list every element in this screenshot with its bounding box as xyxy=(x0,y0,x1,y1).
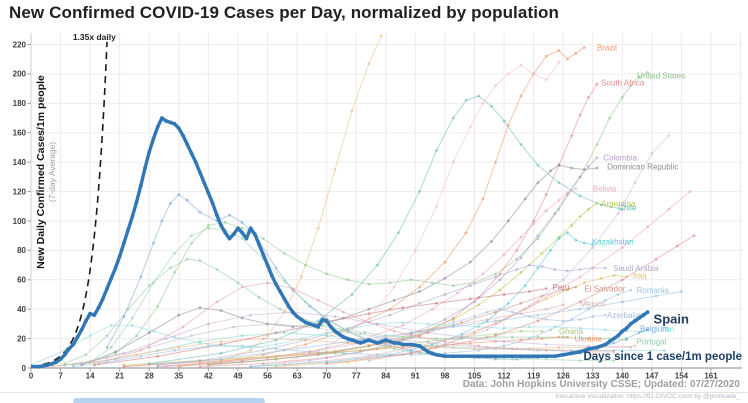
country-label-bolivia: Bolivia xyxy=(593,185,617,194)
x-tick-label: 63 xyxy=(293,372,302,381)
x-tick-label: 7 xyxy=(58,372,63,381)
x-tick-label: 77 xyxy=(352,372,361,381)
country-label-south-africa: South Africa xyxy=(601,79,645,88)
y-axis-title: New Daily Confirmed Cases/1m people xyxy=(35,75,47,269)
x-tick-label: 70 xyxy=(322,372,331,381)
y-tick-label: 80 xyxy=(17,246,26,255)
country-label-dominican-republic: Dominican Republic xyxy=(607,163,678,172)
country-label-el-salvador: El Salvador xyxy=(584,285,625,294)
visualization-credit-text: Interactive Visualization: https://91-DI… xyxy=(555,393,740,400)
series-unlabeled-12 xyxy=(156,290,683,367)
country-label-ghana: Ghana xyxy=(559,327,584,336)
x-tick-label: 0 xyxy=(29,372,34,381)
country-label-brazil: Brazil xyxy=(597,43,617,52)
country-label-iran: Iran xyxy=(660,325,674,334)
series-iran xyxy=(31,321,645,367)
country-label-mexico: Mexico xyxy=(580,299,606,308)
series-chile xyxy=(147,94,624,365)
y-tick-label: 120 xyxy=(13,187,27,196)
footer-divider xyxy=(0,392,748,393)
x-tick-label: 98 xyxy=(440,372,449,381)
axis-ticks: 0 7 14 21 28 35 42 49 56 63 70 77 84 91 98 105 112 119 126… xyxy=(13,40,719,380)
country-label-peru: Peru xyxy=(553,283,570,292)
country-label-chile: Chile xyxy=(618,204,637,213)
y-tick-label: 140 xyxy=(13,158,27,167)
country-label-azerbaijan: Azerbaijan xyxy=(607,311,645,320)
x-tick-label: 119 xyxy=(527,372,540,381)
y-tick-label: 40 xyxy=(17,305,26,314)
series-unlabeled-8 xyxy=(50,337,637,368)
country-label-belgium: Belgium xyxy=(640,324,669,333)
series-dominican-republic xyxy=(80,163,599,367)
y-tick-label: 180 xyxy=(13,99,27,108)
country-label-colombia: Colombia xyxy=(603,154,637,163)
country-label-spain: Spain xyxy=(654,311,689,326)
x-tick-label: 28 xyxy=(145,372,154,381)
country-label-argentina: Argentina xyxy=(601,199,636,208)
x-tick-label: 161 xyxy=(704,372,718,381)
x-tick-label: 56 xyxy=(263,372,272,381)
country-label-kazakhstan: Kazakhstan xyxy=(592,238,634,247)
x-tick-label: 126 xyxy=(556,372,570,381)
y-tick-label: 60 xyxy=(17,276,26,285)
series-unlabeled-1 xyxy=(177,34,383,368)
series-united-states xyxy=(31,71,650,368)
y-tick-label: 160 xyxy=(13,129,27,138)
country-label-iraq: Iraq xyxy=(633,271,647,280)
series-unlabeled-4 xyxy=(283,190,692,367)
x-axis-title: Days since 1 case/1m people xyxy=(583,351,742,363)
highlight-series-spain xyxy=(31,116,650,369)
y-tick-label: 200 xyxy=(13,70,27,79)
x-tick-label: 133 xyxy=(586,372,600,381)
series-kazakhstan xyxy=(249,231,595,368)
country-label-ukraine: Ukraine xyxy=(575,335,603,344)
y-tick-label: 0 xyxy=(22,364,27,373)
x-tick-label: 154 xyxy=(675,372,689,381)
y-tick-label: 100 xyxy=(13,217,27,226)
page-title: New Confirmed COVID-19 Cases per Day, no… xyxy=(9,3,559,22)
background-series xyxy=(31,34,696,368)
reference-line-label: 1.35x daily xyxy=(73,32,116,42)
x-tick-label: 84 xyxy=(381,372,390,381)
series-brazil xyxy=(177,46,586,368)
x-tick-label: 42 xyxy=(204,372,213,381)
x-tick-label: 91 xyxy=(411,372,420,381)
x-tick-label: 147 xyxy=(645,372,659,381)
x-tick-label: 140 xyxy=(616,372,630,381)
series-unlabeled-2 xyxy=(283,60,561,364)
y-axis-subtitle: (7-day Average) xyxy=(47,142,57,202)
x-tick-label: 112 xyxy=(498,372,511,381)
horizontal-scrollbar[interactable] xyxy=(73,398,265,403)
x-tick-label: 105 xyxy=(468,372,482,381)
x-tick-label: 35 xyxy=(174,372,183,381)
data-source-text: Data: John Hopkins University CSSE; Upda… xyxy=(462,379,740,390)
y-tick-label: 20 xyxy=(17,334,26,343)
country-label-romania: Romania xyxy=(637,286,670,295)
x-tick-label: 49 xyxy=(234,372,243,381)
country-label-portugal: Portugal xyxy=(637,338,667,347)
country-label-saudi-arabia: Saudi Arabia xyxy=(613,264,659,273)
country-label-united-states: United States xyxy=(637,71,685,80)
x-tick-label: 14 xyxy=(86,372,95,381)
x-tick-label: 21 xyxy=(115,372,124,381)
y-tick-label: 220 xyxy=(13,40,27,49)
